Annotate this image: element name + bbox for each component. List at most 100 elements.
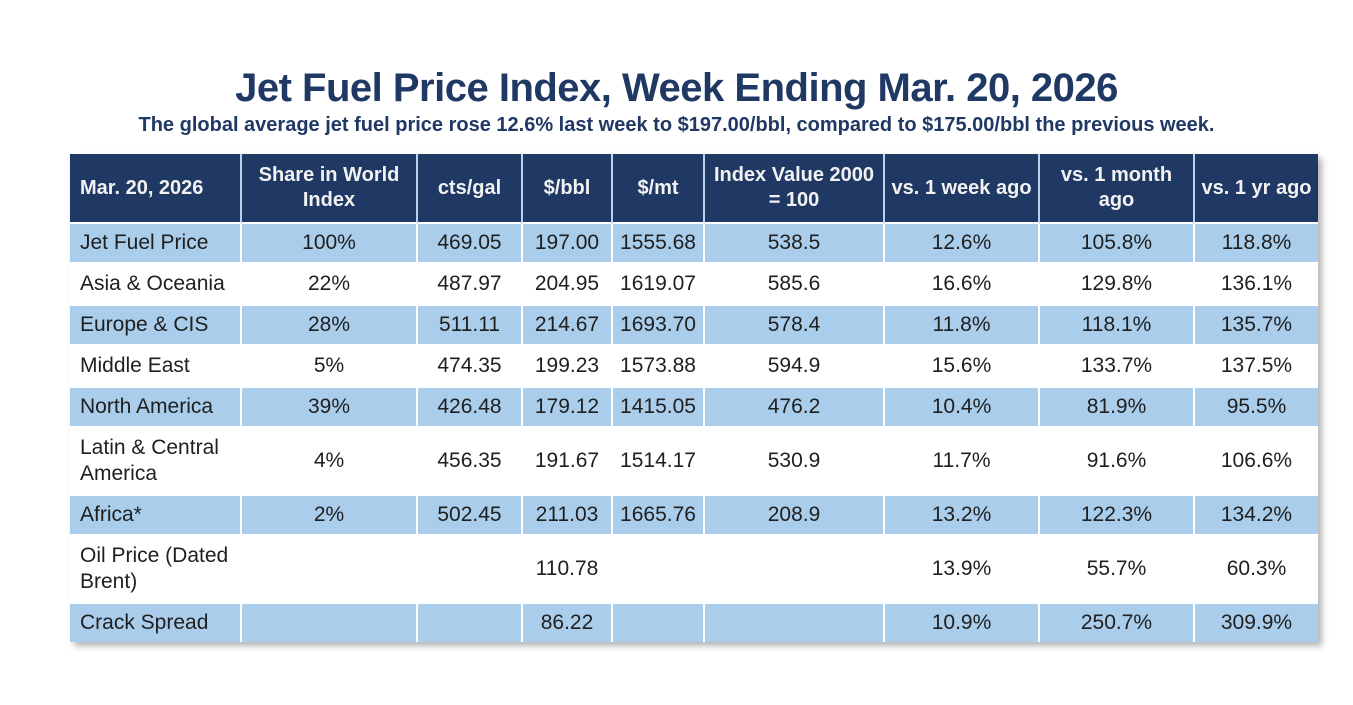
column-header: cts/gal: [418, 154, 523, 224]
value-cell: 118.1%: [1040, 306, 1195, 347]
page: Jet Fuel Price Index, Week Ending Mar. 2…: [0, 66, 1353, 705]
column-header: vs. 1 week ago: [885, 154, 1040, 224]
value-cell: 214.67: [523, 306, 613, 347]
column-header: Share in World Index: [242, 154, 418, 224]
value-cell: 585.6: [705, 265, 885, 306]
value-cell: 511.11: [418, 306, 523, 347]
value-cell: [418, 604, 523, 642]
value-cell: 136.1%: [1195, 265, 1318, 306]
value-cell: 1514.17: [613, 429, 705, 496]
jet-fuel-price-table: Mar. 20, 2026 Share in World Index cts/gal…: [70, 154, 1318, 642]
value-cell: 191.67: [523, 429, 613, 496]
value-cell: 197.00: [523, 224, 613, 265]
value-cell: 135.7%: [1195, 306, 1318, 347]
table-row: North America 39% 426.48 179.12 1415.05 476.2…: [70, 388, 1318, 429]
value-cell: 211.03: [523, 496, 613, 537]
table-row: Jet Fuel Price 100% 469.05 197.00 1555.68 538…: [70, 224, 1318, 265]
value-cell: 91.6%: [1040, 429, 1195, 496]
value-cell: 10.4%: [885, 388, 1040, 429]
value-cell: 110.78: [523, 537, 613, 604]
value-cell: 204.95: [523, 265, 613, 306]
value-cell: 95.5%: [1195, 388, 1318, 429]
value-cell: 10.9%: [885, 604, 1040, 642]
table-row: Crack Spread 86.22 10.9% 250.7% 309.9%: [70, 604, 1318, 642]
value-cell: 11.7%: [885, 429, 1040, 496]
column-header: vs. 1 yr ago: [1195, 154, 1318, 224]
value-cell: [613, 604, 705, 642]
value-cell: 133.7%: [1040, 347, 1195, 388]
value-cell: 4%: [242, 429, 418, 496]
column-header: vs. 1 month ago: [1040, 154, 1195, 224]
value-cell: 474.35: [418, 347, 523, 388]
page-title: Jet Fuel Price Index, Week Ending Mar. 2…: [235, 66, 1118, 110]
column-header: $/bbl: [523, 154, 613, 224]
table-row: Oil Price (Dated Brent) 110.78 13.9% 55.7% 6…: [70, 537, 1318, 604]
value-cell: 487.97: [418, 265, 523, 306]
value-cell: 469.05: [418, 224, 523, 265]
value-cell: 12.6%: [885, 224, 1040, 265]
column-header: Index Value 2000 = 100: [705, 154, 885, 224]
value-cell: [418, 537, 523, 604]
row-label-cell: Latin & Central America: [70, 429, 242, 496]
table-body: Jet Fuel Price 100% 469.05 197.00 1555.68 538…: [70, 224, 1318, 642]
value-cell: 86.22: [523, 604, 613, 642]
value-cell: 106.6%: [1195, 429, 1318, 496]
value-cell: 118.8%: [1195, 224, 1318, 265]
value-cell: 5%: [242, 347, 418, 388]
table-row: Asia & Oceania 22% 487.97 204.95 1619.07 585.…: [70, 265, 1318, 306]
value-cell: [613, 537, 705, 604]
value-cell: 2%: [242, 496, 418, 537]
value-cell: [242, 604, 418, 642]
value-cell: 39%: [242, 388, 418, 429]
value-cell: 1555.68: [613, 224, 705, 265]
value-cell: 199.23: [523, 347, 613, 388]
value-cell: 476.2: [705, 388, 885, 429]
value-cell: 11.8%: [885, 306, 1040, 347]
value-cell: 105.8%: [1040, 224, 1195, 265]
value-cell: 122.3%: [1040, 496, 1195, 537]
value-cell: 1665.76: [613, 496, 705, 537]
value-cell: 137.5%: [1195, 347, 1318, 388]
value-cell: 538.5: [705, 224, 885, 265]
value-cell: [705, 537, 885, 604]
value-cell: 1415.05: [613, 388, 705, 429]
row-label-cell: Asia & Oceania: [70, 265, 242, 306]
value-cell: [242, 537, 418, 604]
value-cell: 426.48: [418, 388, 523, 429]
value-cell: 1573.88: [613, 347, 705, 388]
value-cell: 578.4: [705, 306, 885, 347]
table-header-row: Mar. 20, 2026 Share in World Index cts/gal…: [70, 154, 1318, 224]
value-cell: 208.9: [705, 496, 885, 537]
row-label-cell: Oil Price (Dated Brent): [70, 537, 242, 604]
value-cell: 81.9%: [1040, 388, 1195, 429]
row-label-cell: Europe & CIS: [70, 306, 242, 347]
value-cell: 13.2%: [885, 496, 1040, 537]
value-cell: 1619.07: [613, 265, 705, 306]
value-cell: 16.6%: [885, 265, 1040, 306]
value-cell: 100%: [242, 224, 418, 265]
value-cell: 60.3%: [1195, 537, 1318, 604]
value-cell: 15.6%: [885, 347, 1040, 388]
table-row: Latin & Central America 4% 456.35 191.67 151…: [70, 429, 1318, 496]
row-label-cell: Middle East: [70, 347, 242, 388]
column-header: Mar. 20, 2026: [70, 154, 242, 224]
row-label-cell: North America: [70, 388, 242, 429]
value-cell: [705, 604, 885, 642]
table-row: Africa* 2% 502.45 211.03 1665.76 208.9 13.2% 12…: [70, 496, 1318, 537]
page-subtitle: The global average jet fuel price rose 1…: [138, 114, 1215, 136]
value-cell: 134.2%: [1195, 496, 1318, 537]
value-cell: 179.12: [523, 388, 613, 429]
row-label-cell: Crack Spread: [70, 604, 242, 642]
column-header: $/mt: [613, 154, 705, 224]
value-cell: 250.7%: [1040, 604, 1195, 642]
value-cell: 456.35: [418, 429, 523, 496]
value-cell: 13.9%: [885, 537, 1040, 604]
table-row: Middle East 5% 474.35 199.23 1573.88 594.9 15.…: [70, 347, 1318, 388]
row-label-cell: Jet Fuel Price: [70, 224, 242, 265]
table-row: Europe & CIS 28% 511.11 214.67 1693.70 578.4 1…: [70, 306, 1318, 347]
value-cell: 594.9: [705, 347, 885, 388]
value-cell: 309.9%: [1195, 604, 1318, 642]
row-label-cell: Africa*: [70, 496, 242, 537]
value-cell: 530.9: [705, 429, 885, 496]
value-cell: 1693.70: [613, 306, 705, 347]
